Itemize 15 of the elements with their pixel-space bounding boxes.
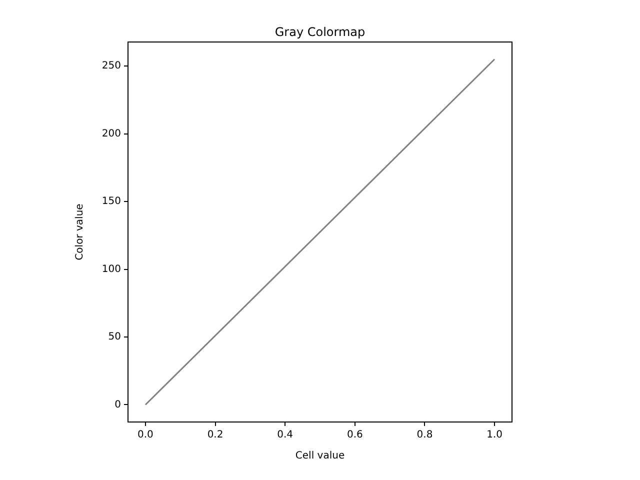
chart-title: Gray Colormap <box>274 25 366 39</box>
x-tick-label: 0.0 <box>138 430 154 441</box>
y-tick-label: 50 <box>108 332 121 343</box>
x-tick-label: 0.8 <box>416 430 433 441</box>
x-tick-label: 0.4 <box>277 430 294 441</box>
y-tick-label: 100 <box>102 264 121 275</box>
x-axis-title: Cell value <box>295 450 345 462</box>
y-tick-label: 250 <box>102 60 121 72</box>
x-tick-label: 0.6 <box>346 430 363 441</box>
x-tick-label: 1.0 <box>486 430 502 441</box>
x-tick-label: 0.2 <box>207 430 224 441</box>
y-tick-label: 200 <box>102 128 121 140</box>
y-tick-label: 0 <box>114 399 121 410</box>
y-axis-title: Color value <box>74 204 86 260</box>
y-tick-label: 150 <box>102 196 121 208</box>
